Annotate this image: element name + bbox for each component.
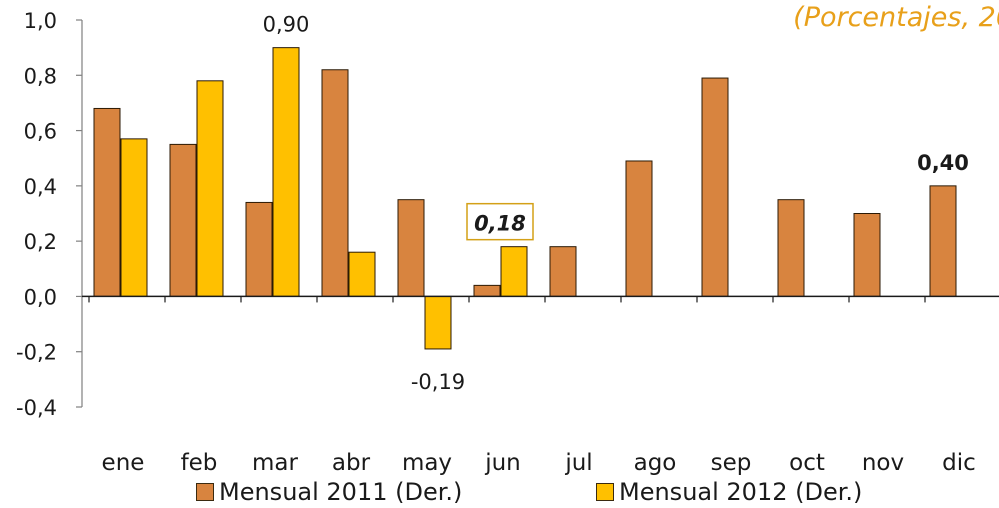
bar-2012-mar — [272, 47, 300, 297]
legend-swatch-2011 — [196, 483, 214, 501]
y-tick-label: 0,8 — [24, 64, 57, 88]
legend-label-2011: Mensual 2011 (Der.) — [219, 478, 463, 506]
bar-2011-ene — [93, 107, 121, 297]
annotation-box — [466, 202, 534, 241]
x-tick-label-nov: nov — [862, 450, 904, 476]
data-label-dic: 0,40 — [917, 151, 969, 175]
x-tick-label-ago: ago — [634, 450, 677, 476]
y-tick-label: 0,0 — [24, 285, 57, 309]
bar-2011-ago — [625, 160, 653, 297]
chart-subtitle: (Porcentajes, 20 — [793, 2, 999, 33]
bar-2012-abr — [348, 251, 376, 297]
bar-2012-may — [424, 295, 452, 350]
bar-2011-feb — [169, 143, 197, 297]
x-tick-label-oct: oct — [789, 450, 825, 476]
bar-2011-dic — [929, 185, 957, 297]
bar-2012-jun — [500, 246, 528, 297]
x-tick-label-mar: mar — [252, 450, 298, 476]
y-tick-label: -0,2 — [16, 341, 57, 365]
x-tick-label-feb: feb — [181, 450, 218, 476]
bar-2011-jul — [549, 246, 577, 297]
legend-swatch-2012 — [596, 483, 614, 501]
bar-2011-abr — [321, 69, 349, 297]
y-tick-label: -0,4 — [16, 396, 57, 420]
bar-2011-oct — [777, 199, 805, 297]
x-tick-label-ene: ene — [102, 450, 145, 476]
bar-2011-mar — [245, 201, 273, 297]
x-tick-label-abr: abr — [332, 450, 371, 476]
x-tick-label-dic: dic — [942, 450, 976, 476]
y-tick-label: 1,0 — [24, 9, 57, 33]
bar-2011-may — [397, 199, 425, 297]
bar-2011-nov — [853, 213, 881, 297]
y-tick-label: 0,6 — [24, 120, 57, 144]
data-label-mar: 0,90 — [263, 13, 310, 37]
chart-legend: Mensual 2011 (Der.) Mensual 2012 (Der.) — [0, 478, 999, 508]
x-tick-label-may: may — [402, 450, 452, 476]
y-tick-label: 0,4 — [24, 175, 57, 199]
x-tick-label-jun: jun — [484, 450, 521, 476]
y-tick-label: 0,2 — [24, 230, 57, 254]
legend-item-2012: Mensual 2012 (Der.) — [596, 478, 862, 506]
bar-2012-feb — [196, 80, 224, 297]
x-tick-label-sep: sep — [711, 450, 752, 476]
data-label-may: -0,19 — [411, 370, 465, 394]
legend-label-2012: Mensual 2012 (Der.) — [619, 478, 863, 506]
bar-2011-jun — [473, 284, 501, 297]
x-tick-label-jul: jul — [564, 450, 592, 476]
legend-item-2011: Mensual 2011 (Der.) — [196, 478, 462, 506]
bar-2011-sep — [701, 77, 729, 297]
bar-2012-ene — [120, 138, 148, 297]
data-label-jun: 0,18 — [474, 212, 526, 236]
